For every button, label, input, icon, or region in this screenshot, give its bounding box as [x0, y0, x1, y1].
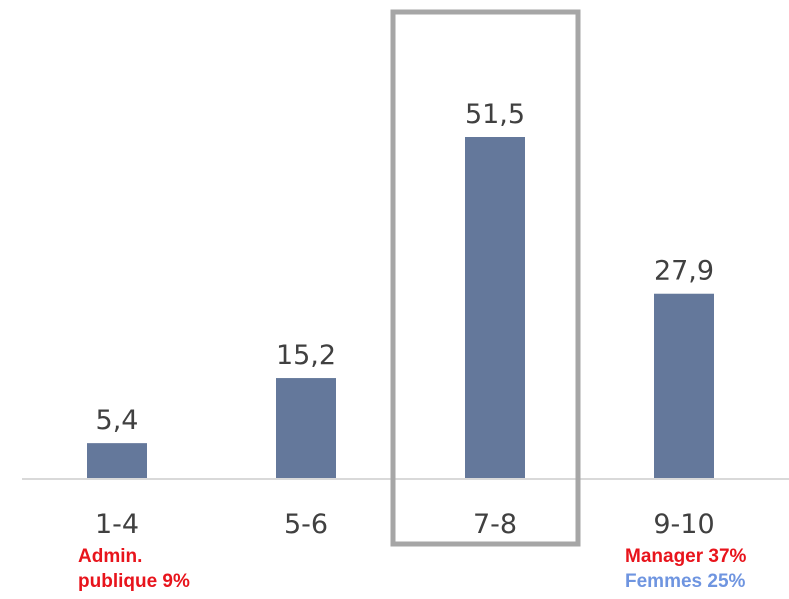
bar-9-10 — [654, 293, 714, 479]
labels-group: 5,4 1-4 15,2 5-6 51,5 7-8 27,9 9-10 — [95, 99, 715, 540]
value-label-1-4: 5,4 — [96, 405, 139, 436]
value-label-9-10: 27,9 — [654, 256, 714, 287]
highlight-frame-7-8 — [390, 9, 581, 547]
right-note-line1: Manager 37% — [625, 546, 747, 567]
bar-7-8 — [465, 137, 525, 479]
category-label-9-10: 9-10 — [653, 509, 714, 540]
right-note-line2: Femmes 25% — [625, 571, 746, 592]
left-note: Admin. publique 9% — [78, 544, 190, 594]
bar-5-6 — [276, 378, 336, 479]
bars-group — [87, 137, 714, 479]
left-note-line2: publique 9% — [78, 571, 190, 592]
category-label-7-8: 7-8 — [473, 509, 517, 540]
left-note-line1: Admin. — [78, 546, 143, 567]
category-label-1-4: 1-4 — [95, 509, 139, 540]
value-label-5-6: 15,2 — [276, 340, 336, 371]
right-note: Manager 37% Femmes 25% — [625, 544, 746, 594]
bar-1-4 — [87, 443, 147, 479]
category-label-5-6: 5-6 — [284, 509, 328, 540]
value-label-7-8: 51,5 — [465, 99, 525, 130]
